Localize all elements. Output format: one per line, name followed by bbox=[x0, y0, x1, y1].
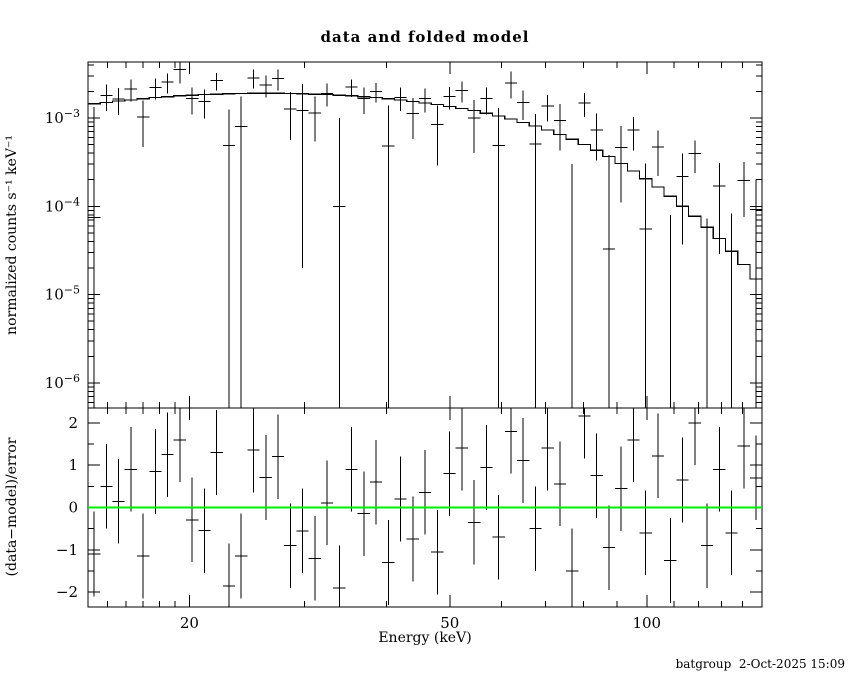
y-tick-label: −2 bbox=[56, 583, 78, 601]
spectrum-data-points bbox=[88, 62, 762, 408]
y-tick-label: 10−5 bbox=[45, 284, 80, 304]
x-tick-label: 20 bbox=[180, 614, 199, 632]
residual-data-points bbox=[88, 408, 762, 607]
x-tick-label: 50 bbox=[440, 614, 459, 632]
y-axis-label-residuals: (data−model)/error bbox=[4, 437, 20, 576]
model-histogram bbox=[88, 92, 762, 280]
y-tick-label: 10−4 bbox=[45, 195, 80, 215]
y-tick-label: 0 bbox=[68, 499, 78, 517]
x-tick-label: 100 bbox=[632, 614, 661, 632]
tick-labels: 20 50 100 10−3 10−4 10−5 10−6 2 1 0 −1 −2 bbox=[45, 107, 661, 632]
y-tick-label: −1 bbox=[56, 541, 78, 559]
plot-title: data and folded model bbox=[321, 28, 530, 46]
y-axis-label-spectrum: normalized counts s⁻¹ keV⁻¹ bbox=[4, 135, 20, 335]
y-tick-label: 10−3 bbox=[45, 107, 80, 127]
footer-stamp: batgroup 2-Oct-2025 15:09 bbox=[676, 657, 845, 671]
x-axis-label: Energy (keV) bbox=[378, 630, 471, 646]
y-tick-label: 2 bbox=[68, 414, 78, 432]
y-tick-label: 1 bbox=[68, 456, 78, 474]
plot-graphics: 20 50 100 10−3 10−4 10−5 10−6 2 1 0 −1 −2 bbox=[45, 61, 763, 632]
y-tick-label: 10−6 bbox=[45, 372, 80, 392]
